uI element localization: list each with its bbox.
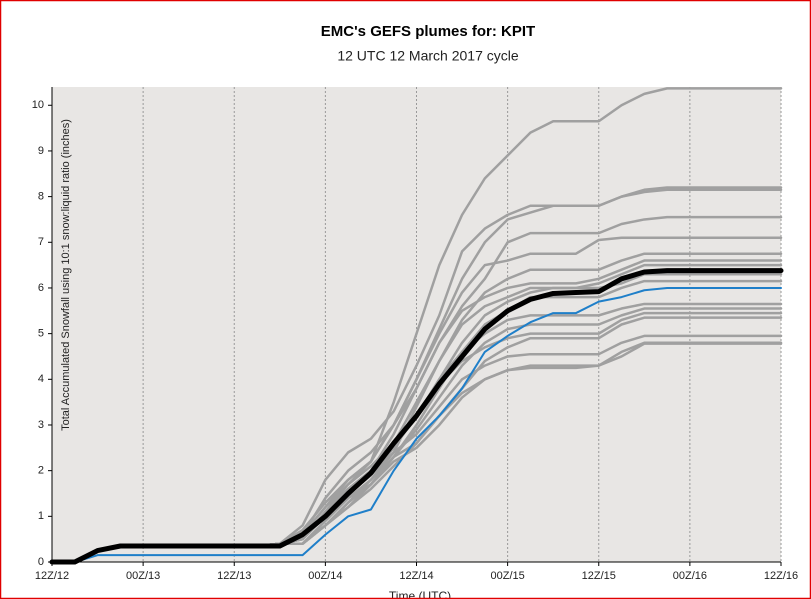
y-axis-label: Total Accumulated Snowfall using 10:1 sn… — [60, 119, 72, 431]
y-tick-label: 5 — [38, 328, 44, 340]
y-tick-label: 2 — [38, 465, 44, 477]
y-tick-label: 1 — [38, 510, 44, 522]
chart-title: EMC's GEFS plumes for: KPIT — [321, 23, 535, 40]
y-tick-label: 10 — [32, 99, 44, 111]
chart-subtitle: 12 UTC 12 March 2017 cycle — [337, 48, 519, 64]
x-tick-label: 12Z/16 — [764, 570, 798, 582]
x-axis-label: Time (UTC) — [389, 589, 451, 599]
lines — [49, 87, 784, 565]
x-tick-label: 12Z/12 — [35, 570, 69, 582]
y-tick-label: 4 — [38, 373, 44, 385]
y-tick-label: 7 — [38, 236, 44, 248]
series-line — [51, 286, 782, 563]
x-tick-label: 12Z/15 — [582, 570, 616, 582]
y-tick-label: 0 — [38, 556, 44, 568]
y-tick-label: 8 — [38, 191, 44, 203]
x-tick-label: 00Z/16 — [673, 570, 707, 582]
y-tick-label: 3 — [38, 419, 44, 431]
y-tick-label: 6 — [38, 282, 44, 294]
series-line — [49, 268, 784, 565]
y-tick-label: 9 — [38, 145, 44, 157]
x-tick-label: 00Z/13 — [126, 570, 160, 582]
x-tick-label: 12Z/13 — [217, 570, 251, 582]
x-tick-label: 00Z/15 — [491, 570, 525, 582]
x-tick-label: 12Z/14 — [399, 570, 433, 582]
x-tick-label: 00Z/14 — [308, 570, 342, 582]
